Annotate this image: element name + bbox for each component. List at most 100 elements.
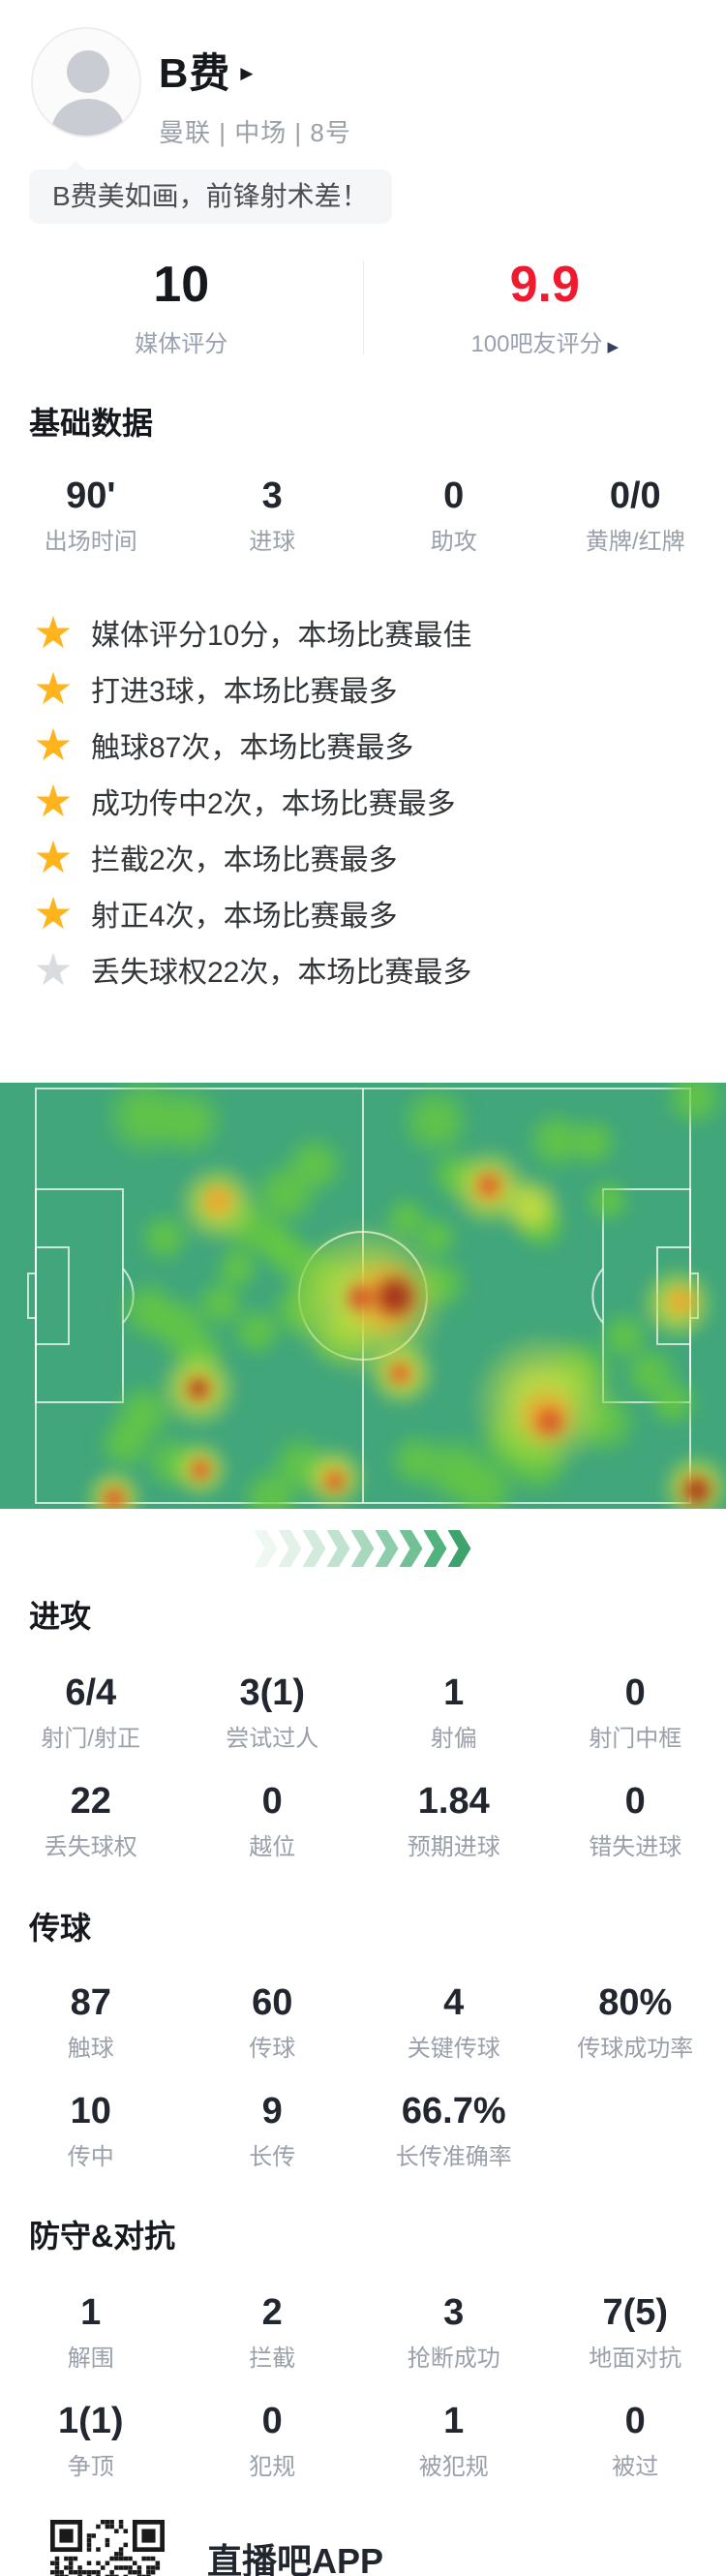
- stat-value: 1: [443, 1672, 465, 1713]
- section-title-basic: 基础数据: [29, 406, 154, 441]
- chevron-right-icon: [350, 1530, 375, 1567]
- stat-label: 犯规: [249, 2454, 296, 2480]
- chevron-right-icon: [447, 1530, 471, 1567]
- stat-cell: 10 传中: [0, 2090, 182, 2171]
- stat-value: 1: [443, 2401, 465, 2441]
- player-name-row[interactable]: B费 ▶: [159, 41, 351, 100]
- stat-label: 错失进球: [589, 1834, 682, 1860]
- attack-stats-grid: 6/4 射门/射正 3(1) 尝试过人 1 射偏 0 射门中框 22 丢失球权 0 越位 1.84 预期进…: [0, 1671, 726, 1861]
- stat-row: 22 丢失球权 0 越位 1.84 预期进球 0 错失进球: [0, 1780, 726, 1861]
- highlight-item: ★ 触球87次，本场比赛最多: [29, 717, 726, 773]
- stat-label: 抢断成功: [407, 2346, 500, 2372]
- chevron-right-icon: [278, 1530, 302, 1567]
- highlight-text: 打进3球，本场比赛最多: [91, 676, 398, 708]
- stat-label: 被犯规: [418, 2454, 489, 2480]
- chevron-right-icon: [326, 1530, 350, 1567]
- stat-label: 越位: [249, 1834, 296, 1860]
- highlight-text: 触球87次，本场比赛最多: [91, 732, 414, 764]
- stat-label: 长传: [249, 2144, 296, 2170]
- player-name: B费: [159, 50, 231, 96]
- stat-label: 进球: [249, 529, 296, 555]
- chevron-right-icon: [375, 1530, 399, 1567]
- stat-cell: 1 解围: [0, 2291, 182, 2373]
- stat-cell: 0 射门中框: [545, 1671, 726, 1753]
- stat-label: 射偏: [430, 1726, 477, 1752]
- section-title-defense: 防守&对抗: [29, 2219, 176, 2254]
- stat-label: 尝试过人: [226, 1726, 319, 1752]
- player-avatar[interactable]: [31, 27, 141, 138]
- highlight-text: 媒体评分10分，本场比赛最佳: [91, 620, 472, 652]
- stat-label: 助攻: [430, 529, 477, 555]
- stat-value: 90': [66, 475, 116, 516]
- fans-rating[interactable]: 9.9 100吧友评分 ▶: [364, 257, 726, 358]
- stat-label: 地面对抗: [589, 2346, 682, 2372]
- stat-value: 0: [261, 2401, 283, 2441]
- stat-cell: 1 射偏: [363, 1671, 545, 1753]
- stat-label: 拦截: [249, 2346, 296, 2372]
- media-rating: 10 媒体评分: [0, 257, 363, 358]
- stat-value: 1(1): [57, 2401, 124, 2441]
- basic-stats-grid: 90' 出场时间 3 进球 0 助攻 0/0 黄牌/红牌: [0, 475, 726, 556]
- stat-value: 0/0: [609, 475, 661, 516]
- star-icon: ★: [33, 607, 74, 658]
- app-name: 直播吧APP: [207, 2541, 384, 2576]
- stat-value: 0: [443, 475, 465, 516]
- ratings-divider: [362, 261, 364, 354]
- stat-cell: 0 被过: [545, 2400, 726, 2481]
- stat-value: 66.7%: [401, 2091, 506, 2131]
- star-icon: ★: [33, 720, 74, 770]
- stat-label: 长传准确率: [395, 2144, 512, 2170]
- chevron-right-icon: [399, 1530, 423, 1567]
- comment-banner: B费美如画，前锋射术差！: [29, 161, 392, 224]
- stat-value: 7(5): [602, 2292, 669, 2333]
- stat-value: 9: [261, 2091, 283, 2131]
- stat-cell: 22 丢失球权: [0, 1780, 182, 1861]
- highlight-item: ★ 射正4次，本场比赛最多: [29, 885, 726, 941]
- header-text: B费 ▶ 曼联 | 中场 | 8号: [159, 27, 351, 149]
- stat-row: 6/4 射门/射正 3(1) 尝试过人 1 射偏 0 射门中框: [0, 1671, 726, 1753]
- stat-label: 传中: [67, 2144, 114, 2170]
- ratings-row: 10 媒体评分 9.9 100吧友评分 ▶: [0, 257, 726, 358]
- stat-cell: 0/0 黄牌/红牌: [545, 475, 726, 556]
- header: B费 ▶ 曼联 | 中场 | 8号: [0, 0, 726, 149]
- stat-value: 0: [624, 2401, 646, 2441]
- stat-cell: 0 越位: [182, 1780, 364, 1861]
- stat-cell: 66.7% 长传准确率: [363, 2090, 545, 2171]
- highlight-item: ★ 拦截2次，本场比赛最多: [29, 829, 726, 885]
- stat-value: 0: [261, 1781, 283, 1822]
- stat-cell: 90' 出场时间: [0, 475, 182, 556]
- highlight-item: ★ 媒体评分10分，本场比赛最佳: [29, 604, 726, 660]
- avatar-placeholder-icon: [33, 29, 139, 136]
- highlight-list: ★ 媒体评分10分，本场比赛最佳 ★ 打进3球，本场比赛最多 ★ 触球87次，本场比赛最多…: [0, 604, 726, 997]
- stat-row: 90' 出场时间 3 进球 0 助攻 0/0 黄牌/红牌: [0, 475, 726, 556]
- stat-cell: 87 触球: [0, 1981, 182, 2063]
- fans-rating-chevron-icon: ▶: [607, 339, 620, 355]
- highlight-item: ★ 打进3球，本场比赛最多: [29, 660, 726, 717]
- stat-label: 传球成功率: [577, 2036, 694, 2062]
- stat-value: 4: [443, 1982, 465, 2023]
- fans-rating-label: 100吧友评分 ▶: [470, 331, 620, 357]
- qr-code: [50, 2520, 165, 2576]
- stat-cell: 1(1) 争顶: [0, 2400, 182, 2481]
- highlight-item: ★ 丢失球权22次，本场比赛最多: [29, 941, 726, 997]
- team-position-number: 曼联 | 中场 | 8号: [159, 118, 351, 147]
- star-icon: ★: [33, 776, 74, 826]
- stat-cell: 60 传球: [182, 1981, 364, 2063]
- defense-stats-grid: 1 解围 2 拦截 3 抢断成功 7(5) 地面对抗 1(1) 争顶 0 犯规 1 被犯规 0 被过: [0, 2291, 726, 2481]
- section-title-attack: 进攻: [29, 1599, 92, 1634]
- highlight-text: 射正4次，本场比赛最多: [91, 901, 398, 933]
- stat-label: 预期进球: [407, 1834, 500, 1860]
- fans-rating-value: 9.9: [509, 257, 580, 313]
- footer-text: 直播吧APP 体育赛事资讯平台: [207, 2520, 439, 2576]
- media-rating-value: 10: [153, 257, 210, 313]
- stat-label: 触球: [67, 2036, 114, 2062]
- stat-cell: 4 关键传球: [363, 1981, 545, 2063]
- stat-cell: 2 拦截: [182, 2291, 364, 2373]
- stat-label: 射门/射正: [41, 1726, 141, 1752]
- stat-row: 1 解围 2 拦截 3 抢断成功 7(5) 地面对抗: [0, 2291, 726, 2373]
- name-chevron-right-icon: ▶: [240, 63, 254, 82]
- stat-cell: 9 长传: [182, 2090, 364, 2171]
- highlight-text: 丢失球权22次，本场比赛最多: [91, 957, 472, 989]
- stat-value: 80%: [598, 1982, 673, 2023]
